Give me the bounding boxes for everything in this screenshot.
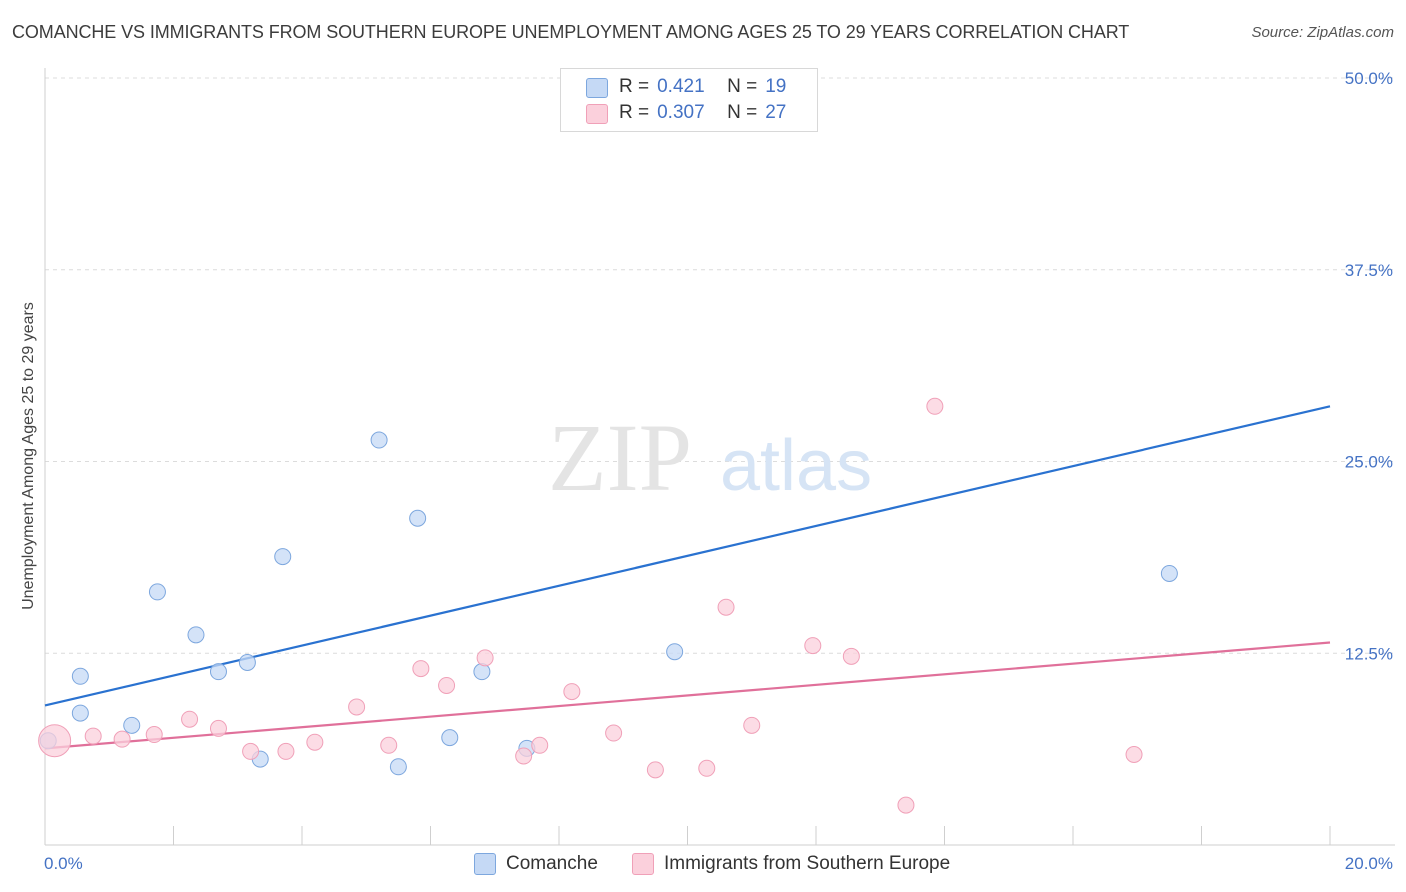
y-tick-label: 25.0% (1345, 453, 1393, 472)
immigrants-point (804, 637, 822, 655)
comanche-point (209, 663, 227, 681)
legend-r-value: 0.307 (657, 102, 705, 123)
comanche-point (238, 653, 256, 671)
legend-n-label: N = (727, 76, 758, 97)
immigrants-point (476, 649, 494, 667)
immigrants-point (1125, 745, 1143, 763)
legend-r-value: 0.421 (657, 76, 705, 97)
trend-line-comanche (44, 405, 1331, 707)
immigrants-point (306, 733, 324, 751)
immigrants-point (646, 761, 664, 779)
legend-n-value: 19 (765, 76, 787, 97)
tick-labels: 12.5% 25.0% 37.5% 50.0% 0.0% 20.0% (44, 69, 1393, 873)
immigrants-point (531, 736, 549, 754)
y-tick-label: 12.5% (1345, 644, 1393, 663)
comanche-point (473, 663, 491, 681)
trend-lines (44, 405, 1331, 750)
watermark: ZIP atlas (548, 404, 872, 511)
immigrants-point (242, 742, 260, 760)
immigrants-point (897, 796, 915, 814)
immigrants-point (412, 660, 430, 678)
bottom-swatch-comanche (474, 853, 496, 875)
watermark-atlas: atlas (720, 426, 872, 506)
legend-n-label: N = (727, 102, 758, 123)
immigrants-point (380, 736, 398, 754)
immigrants-point (277, 742, 295, 760)
comanche-point (1160, 564, 1178, 582)
comanche-point (370, 431, 388, 449)
comanche-point (409, 509, 427, 527)
legend-row-comanche: R = 0.421 N = 19 (586, 75, 787, 99)
immigrants-point (515, 747, 533, 765)
legend-swatch-comanche (586, 78, 608, 98)
grid-lines (45, 77, 1395, 654)
watermark-zip: ZIP (548, 404, 692, 511)
comanche-point (274, 548, 292, 566)
immigrants-point (717, 598, 735, 616)
y-tick-label: 50.0% (1345, 69, 1393, 88)
comanche-point (441, 729, 459, 747)
bottom-legend-comanche: Comanche (474, 851, 598, 877)
immigrants-point (563, 683, 581, 701)
immigrants-point (438, 676, 456, 694)
bottom-legend-immigrants: Immigrants from Southern Europe (632, 851, 950, 877)
immigrants-point (38, 724, 72, 758)
trend-line-immigrants (44, 641, 1331, 750)
y-tick-label: 37.5% (1345, 261, 1393, 280)
immigrants-point (743, 716, 761, 734)
immigrants-point (209, 719, 227, 737)
immigrants-point (84, 727, 102, 745)
immigrants-point (145, 726, 163, 744)
axes (44, 68, 1395, 846)
immigrants-point (842, 647, 860, 665)
legend-row-immigrants: R = 0.307 N = 27 (586, 101, 787, 125)
x-tick-label-min: 0.0% (44, 854, 83, 873)
bottom-legend-label-comanche: Comanche (506, 853, 598, 874)
comanche-point (187, 626, 205, 644)
bottom-legend-label-immigrants: Immigrants from Southern Europe (664, 853, 951, 874)
correlation-legend: R = 0.421 N = 19 R = 0.307 N = 27 (560, 68, 818, 132)
bottom-swatch-immigrants (632, 853, 654, 875)
data-points (38, 104, 1178, 814)
legend-n-value: 27 (765, 102, 787, 123)
immigrants-point (605, 724, 623, 742)
source-label: Source: ZipAtlas.com (1251, 24, 1394, 41)
comanche-point (389, 758, 407, 776)
chart-title: COMANCHE VS IMMIGRANTS FROM SOUTHERN EUR… (12, 22, 1130, 42)
comanche-point (71, 667, 89, 685)
legend-swatch-immigrants (586, 104, 608, 124)
comanche-point (123, 716, 141, 734)
legend-r-label: R = (619, 76, 650, 97)
immigrants-point (113, 730, 131, 748)
immigrants-point (926, 397, 944, 415)
x-tick-label-max: 20.0% (1345, 854, 1393, 873)
comanche-point (148, 583, 166, 601)
immigrants-point (348, 698, 366, 716)
immigrants-point (181, 710, 199, 728)
comanche-point (71, 704, 89, 722)
comanche-point (666, 643, 684, 661)
legend-r-label: R = (619, 102, 650, 123)
immigrants-point (698, 759, 716, 777)
